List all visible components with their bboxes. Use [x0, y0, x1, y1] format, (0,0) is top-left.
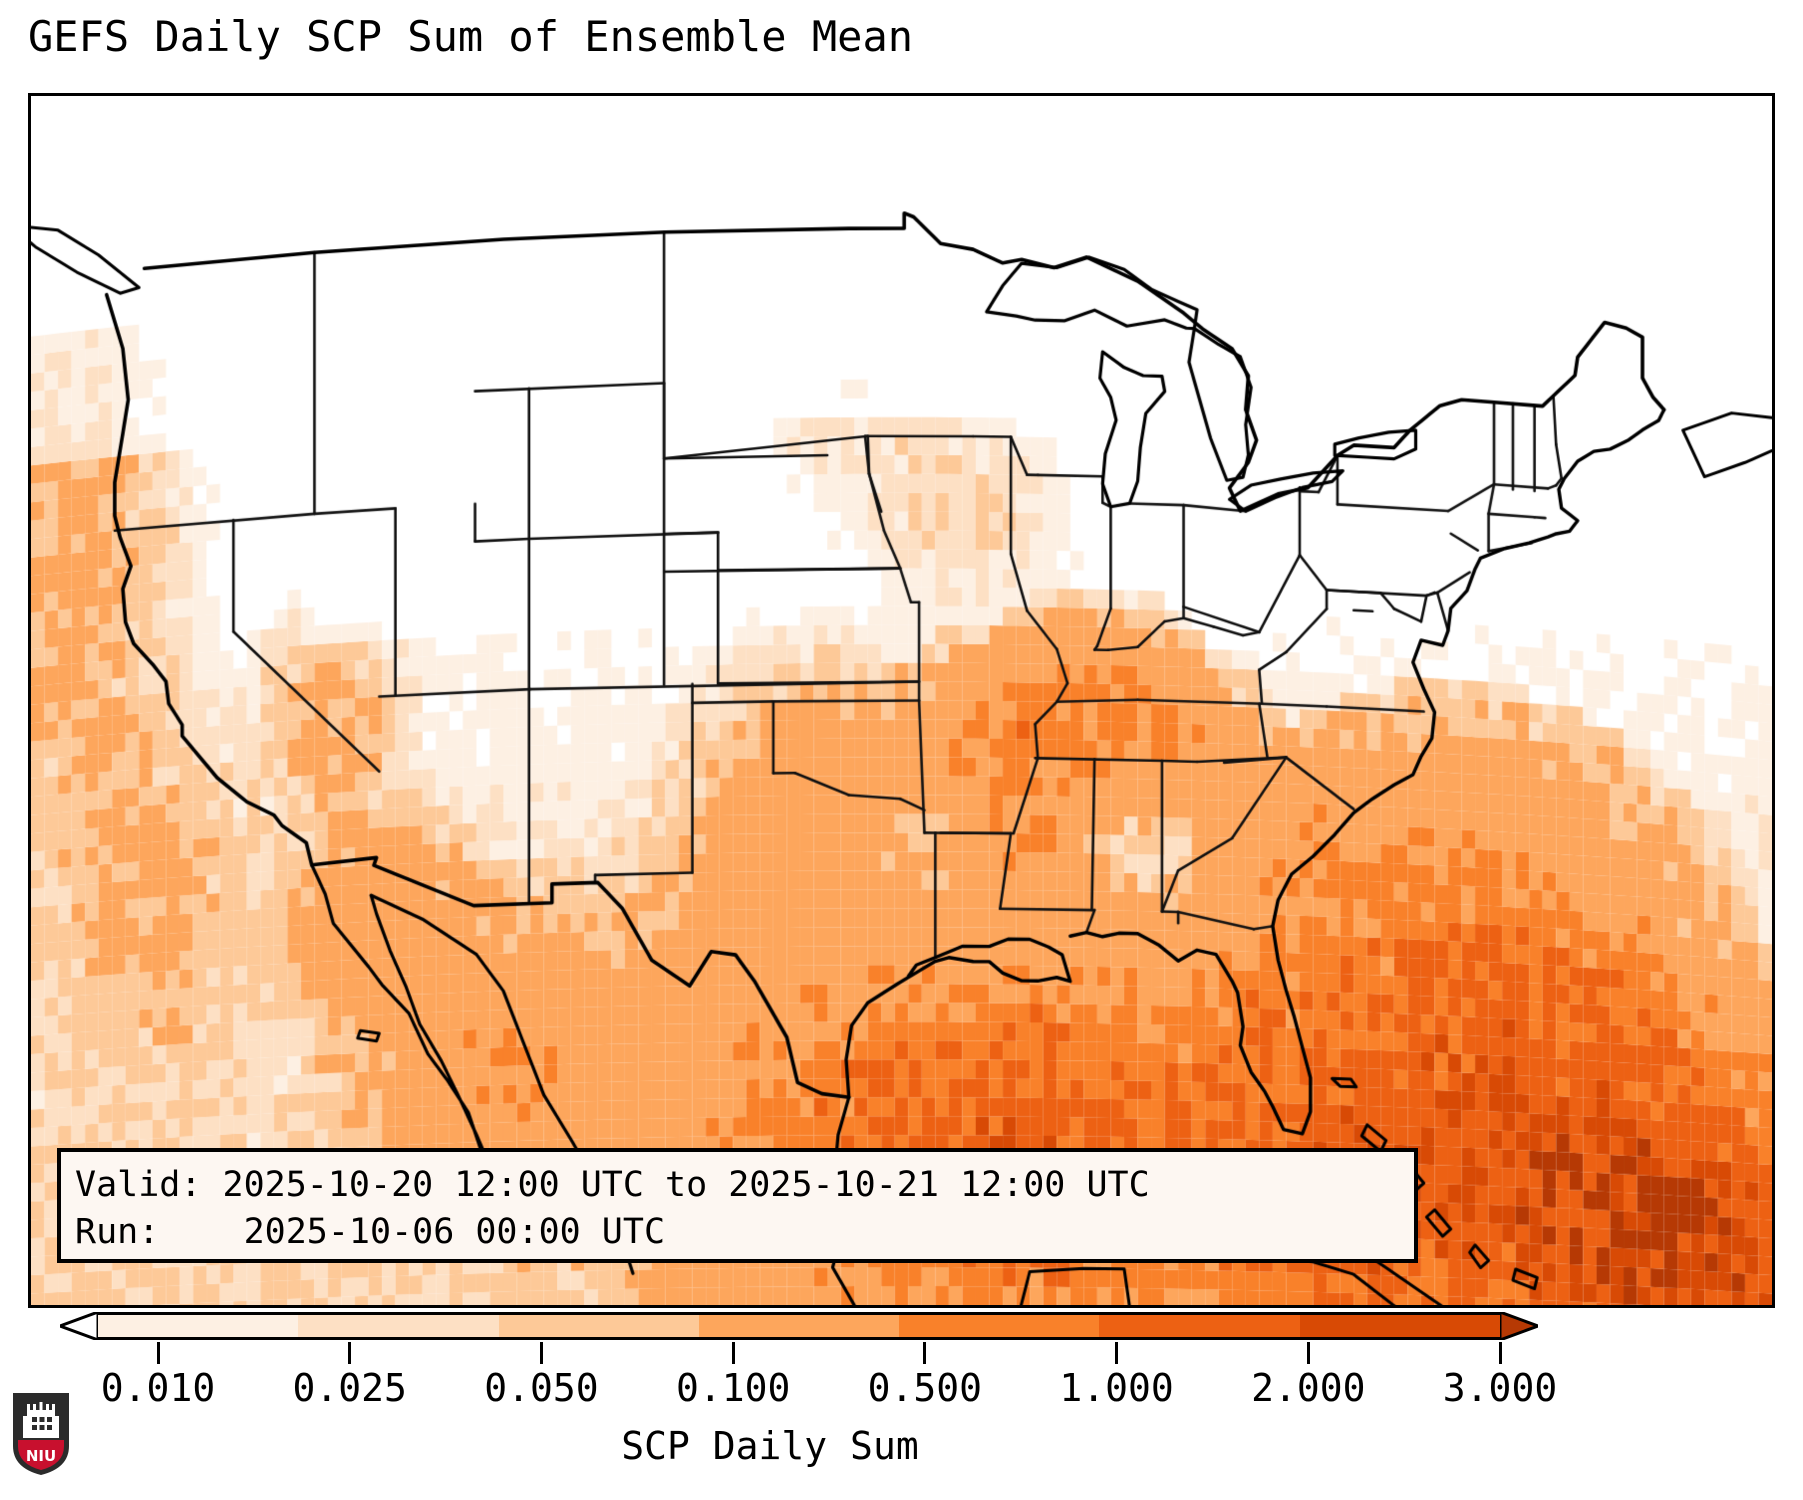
colorbar-tick-label-2: 0.050: [484, 1366, 599, 1410]
colorbar-band-6: [1299, 1315, 1500, 1337]
colorbar-tick-5: [1115, 1342, 1119, 1364]
colorbar[interactable]: [60, 1312, 1538, 1342]
colorbar-band-0: [98, 1315, 299, 1337]
colorbar-band-4: [899, 1315, 1100, 1337]
colorbar-tick-label-7: 3.000: [1442, 1366, 1558, 1410]
colorbar-tick-4: [923, 1342, 927, 1364]
colorbar-band-3: [698, 1315, 900, 1337]
colorbar-bands: [98, 1312, 1500, 1340]
niu-logo: NIU: [13, 1393, 69, 1475]
colorbar-tick-label-0: 0.010: [100, 1366, 216, 1410]
colorbar-tick-0: [156, 1342, 160, 1364]
valid-run-infobox: Valid: 2025-10-20 12:00 UTC to 2025-10-2…: [57, 1148, 1418, 1263]
page-title: GEFS Daily SCP Sum of Ensemble Mean: [28, 12, 914, 61]
colorbar-tick-2: [539, 1342, 543, 1364]
colorbar-band-5: [1099, 1315, 1300, 1337]
colorbar-extend-max-arrow: [1500, 1312, 1538, 1340]
colorbar-tick-labels: 0.010 0.025 0.050 0.100 0.500 1.000 2.000 3.000: [0, 1366, 1803, 1414]
colorbar-tick-1: [348, 1342, 352, 1364]
colorbar-band-1: [298, 1315, 499, 1337]
colorbar-axis-label: SCP Daily Sum: [621, 1424, 919, 1468]
colorbar-tick-6: [1306, 1342, 1310, 1364]
colorbar-tick-label-4: 0.500: [867, 1366, 983, 1410]
colorbar-ticks: [60, 1342, 1502, 1364]
colorbar-tick-label-3: 0.100: [675, 1366, 791, 1410]
scp-heatmap-canvas: [31, 96, 1772, 1305]
valid-time-line: Valid: 2025-10-20 12:00 UTC to 2025-10-2…: [75, 1165, 1150, 1205]
colorbar-tick-7: [1498, 1342, 1502, 1364]
run-time-line: Run: 2025-10-06 00:00 UTC: [75, 1212, 666, 1252]
colorbar-extend-min-arrow: [60, 1312, 98, 1340]
niu-logo-text: NIU: [26, 1447, 56, 1465]
colorbar-band-2: [498, 1315, 699, 1337]
map-panel[interactable]: [28, 93, 1775, 1308]
colorbar-tick-label-6: 2.000: [1251, 1366, 1366, 1410]
colorbar-tick-label-1: 0.025: [292, 1366, 407, 1410]
colorbar-tick-3: [731, 1342, 735, 1364]
colorbar-tick-label-5: 1.000: [1059, 1366, 1174, 1410]
